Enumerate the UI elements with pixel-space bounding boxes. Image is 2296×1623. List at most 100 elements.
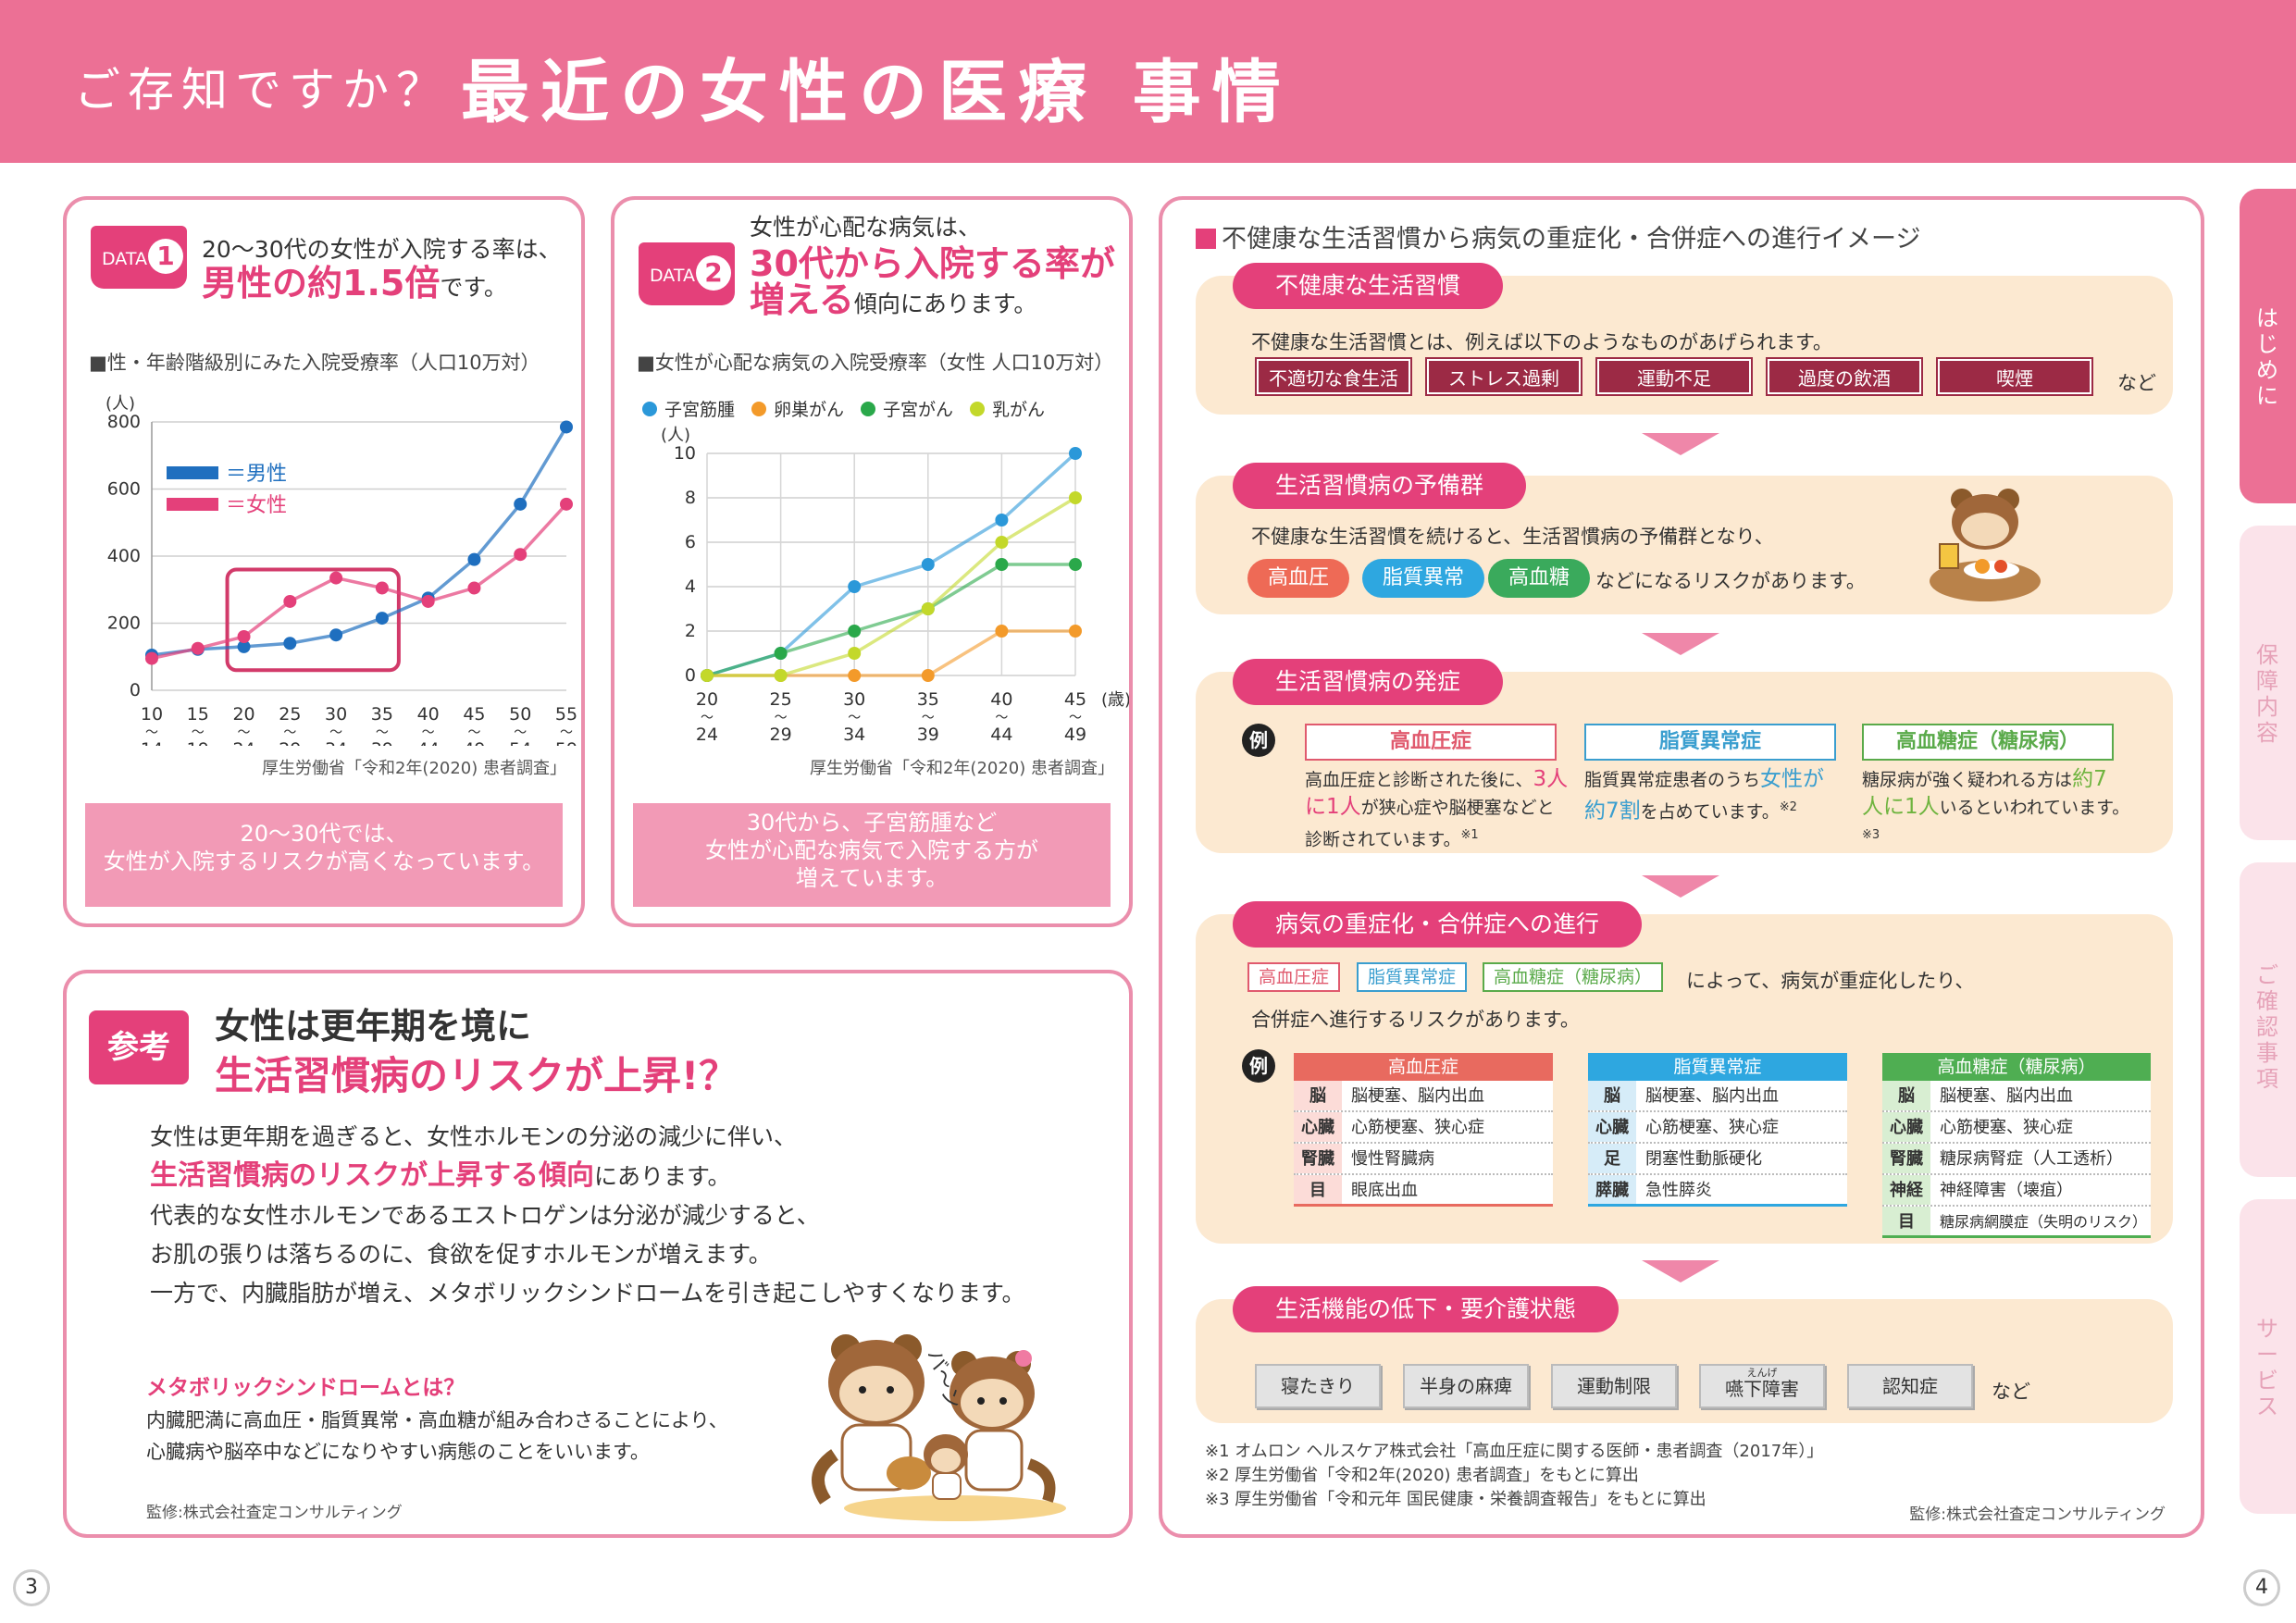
data-point [421,594,435,608]
data2-source: 厚生労働省「令和2年(2020) 患者調査」 [809,759,1114,778]
data2-lead-tail: 傾向にあります。 [853,291,1037,317]
metabolic-answer: 内臓肥満に高血圧・脂質異常・高血糖が組み合わさることにより、 心臓病や脳卒中など… [146,1405,728,1468]
reference-body-emphasis: 生活習慣病のリスクが上昇する傾向 [150,1159,594,1192]
data-point [375,612,389,626]
data-point [283,594,297,608]
organ-value: 脳梗塞、脳内出血 [1351,1086,1484,1106]
reference-body: 女性は更年期を過ぎると、女性ホルモンの分泌の減少に伴い、 生活習慣病のリスクが上… [150,1118,1025,1313]
data-point [921,669,935,682]
organ-value: 慢性腎臓病 [1351,1149,1434,1169]
data-point [848,669,862,682]
note3-highlight-a: 約7 [2072,767,2107,791]
y-unit-label: (人) [661,426,690,445]
table-row: 脳脳梗塞、脳内出血 [1588,1081,1847,1112]
side-tab-service[interactable]: サービス [2240,1199,2296,1514]
data2-panel: DATA 2 女性が心配な病気は、 30代から入院する率が 増える傾向にあります… [611,196,1133,927]
organ-key: 腎臓 [1882,1144,1930,1173]
organ-key: 腎臓 [1294,1144,1342,1173]
x-tick-label: 〜 [514,725,527,740]
x-tick-label: 54 [509,739,531,746]
legend-label: ＝男性 [226,463,287,486]
data-point [329,628,343,642]
x-tick-label: 24 [232,739,254,746]
x-tick-label: 〜 [238,725,251,740]
page-number-right: 4 [2243,1569,2280,1606]
x-tick-label: 49 [463,739,485,746]
x-tick-label: 50 [509,704,531,725]
note-hyperglycemia: 糖尿病が強く疑われる方は約7 人に1人いるといわれています。 ※3 [1862,766,2140,853]
table-row: 足閉塞性動脈硬化 [1588,1144,1847,1175]
dysphagia-label: 嚥下障害 [1725,1378,1799,1400]
x-tick-label: 〜 [995,711,1008,725]
table-hypertension: 高血圧症 脳脳梗塞、脳内出血 心臓 心筋梗塞、狭心症 腎臓 慢性腎臓病 目眼底出血 [1294,1053,1553,1207]
data-point [701,669,714,682]
x-tick-label: 〜 [848,711,861,725]
note3-text-a: 糖尿病が強く疑われる方は [1862,770,2073,790]
x-tick-label: 35 [371,704,393,725]
example-icon: 例 [1242,724,1275,757]
x-tick-label: 14 [141,739,163,746]
table-row: 目糖尿病網膜症（失明のリスク） [1882,1207,2151,1238]
organ-value: 糖尿病網膜症（失明のリスク） [1940,1213,2148,1231]
data1-lead-tail: です。 [440,274,507,301]
reference-body-line5: 一方で、内臓脂肪が増え、メタボリックシンドロームを引き起こしやすくなります。 [150,1280,1025,1307]
data1-lead-line1: 20〜30代の女性が入院する率は、 [202,236,562,263]
organ-value: 眼底出血 [1351,1181,1418,1200]
x-tick-label: 29 [279,739,301,746]
page-main-title: 最近の女性の医療 事情 [461,53,1292,132]
habit-tag-stress: ストレス過剰 [1427,359,1581,394]
data1-lead-emphasis: 男性の約1.5倍 [202,263,441,304]
note1-text-a: 高血圧症と診断された後に、 [1305,770,1533,790]
stage2-title: 生活習慣病の予備群 [1233,463,1527,509]
x-tick-label: 44 [990,725,1012,745]
stage5-tail: など [1992,1381,2030,1403]
legend-label: 卵巣がん [774,400,844,420]
x-tick-label: 49 [1064,725,1086,745]
organ-value: 心筋梗塞、狭心症 [1645,1118,1779,1137]
y-tick-label: 600 [107,479,141,500]
heading-square-icon [1196,229,1216,249]
note3-text-b: いるといわれています。 [1939,798,2130,818]
note1-sup: ※1 [1460,828,1479,842]
organ-key: 神経 [1882,1175,1930,1205]
reference-supervision: 監修:株式会社査定コンサルティング [146,1504,403,1522]
y-tick-label: 10 [674,443,696,464]
x-tick-label: 59 [555,739,577,746]
organ-value: 急性膵炎 [1645,1181,1712,1200]
x-tick-label: 45 [463,704,485,725]
data-point [995,536,1009,549]
table-row: 膵臓 急性膵炎 [1588,1175,1847,1207]
dysphagia-ruby: えんげ [1746,1367,1778,1379]
side-tab-coverage[interactable]: 保障内容 [2240,526,2296,840]
data2-badge-number: 2 [696,255,731,291]
y-tick-label: 200 [107,613,141,634]
data2-lead-line1: 女性が心配な病気は、 [750,214,982,241]
metabolic-answer-line1: 内臓肥満に高血圧・脂質異常・高血糖が組み合わさることにより、 [146,1409,728,1431]
y-tick-label: 2 [685,621,696,641]
data-point [237,639,251,653]
data1-lead: 20〜30代の女性が入院する率は、 男性の約1.5倍です。 [202,233,562,304]
habit-tag-exercise: 運動不足 [1597,359,1751,394]
stage-care-needed: 生活機能の低下・要介護状態 寝たきり 半身の麻痺 運動制限 えんげ 嚥下障害 認知… [1196,1286,2173,1423]
side-tab-confirm[interactable]: ご確認事項 [2240,862,2296,1177]
mascot-illustration: バ〜ン [812,1334,1066,1521]
data-point [560,420,573,434]
organ-key: 脳 [1294,1081,1342,1110]
tag-dyslipidemia: 脂質異常症 [1357,962,1468,992]
legend-swatch [167,498,218,511]
arrow-down-icon [1642,433,1719,455]
table-row: 脳脳梗塞、脳内出血 [1294,1081,1553,1112]
y-tick-label: 0 [130,680,141,700]
x-tick-label: 〜 [1069,711,1082,725]
data1-chart: 0200400600800(人)10〜1415〜1920〜2425〜2930〜3… [105,394,577,746]
care-tag-mobility: 運動制限 [1551,1364,1677,1408]
stage1-tail: など [2117,372,2156,394]
care-tag-dementia: 認知症 [1847,1364,1973,1408]
side-tab-intro[interactable]: はじめに [2240,189,2296,503]
note3-highlight-b: 人に1人 [1862,795,1940,819]
x-tick-label: 39 [917,725,939,745]
data2-summary: 30代から、子宮筋腫など 女性が心配な病気で入院する方が 増えています。 [633,803,1111,907]
organ-key: 足 [1588,1144,1636,1173]
data-point [995,625,1009,638]
note1-text-c: 診断されています。 [1305,829,1461,850]
